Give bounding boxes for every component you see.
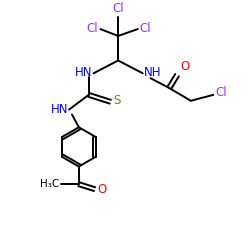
Text: HN: HN [50,103,68,116]
Text: O: O [98,182,107,196]
Text: H₃C: H₃C [40,179,59,189]
Text: Cl: Cl [140,22,151,35]
Text: Cl: Cl [112,2,124,15]
Text: O: O [180,60,189,73]
Text: S: S [113,94,120,107]
Text: HN: HN [75,66,92,79]
Text: NH: NH [144,66,161,79]
Text: Cl: Cl [215,86,227,100]
Text: Cl: Cl [87,22,99,35]
